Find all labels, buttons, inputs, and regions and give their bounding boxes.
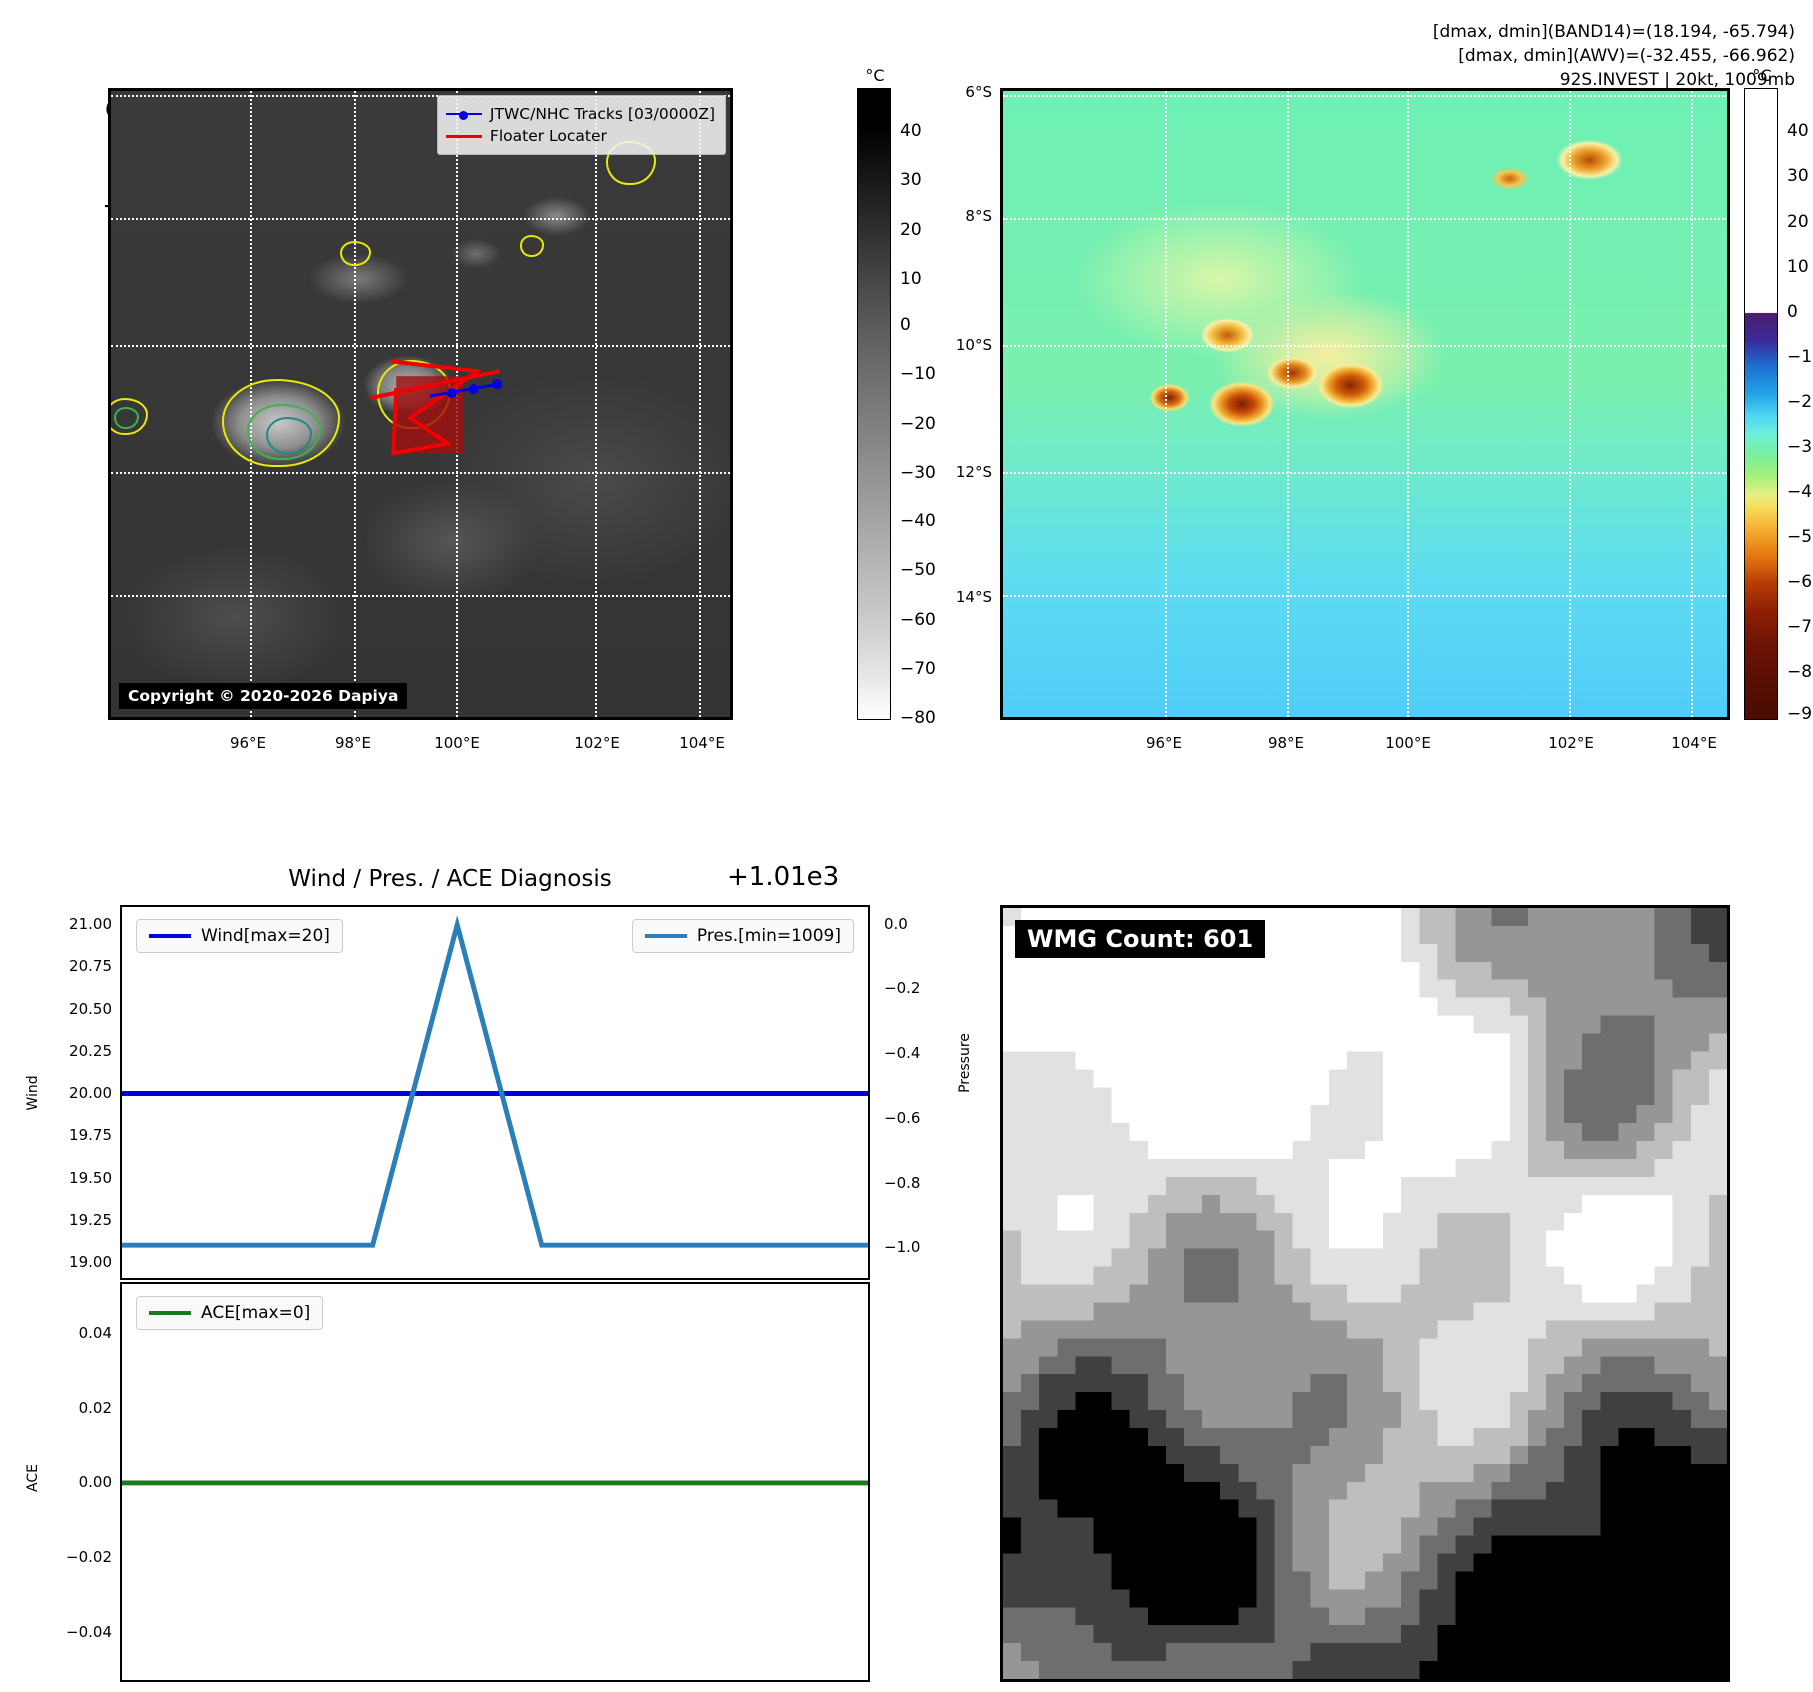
- floater-locater-swatch-icon: [445, 134, 482, 138]
- metadata-storm-summary: 92S.INVEST | 20kt, 1009mb: [1559, 70, 1795, 90]
- legend-label-wind: Wind[max=20]: [201, 926, 330, 946]
- jtwc-track-swatch-icon: [445, 110, 482, 120]
- jtwc-track-line: [429, 382, 500, 398]
- wind-pressure-chart[interactable]: Wind[max=20] Pres.[min=1009]: [120, 905, 870, 1280]
- pressure-axis-offset-label: +1.01e3: [727, 862, 840, 892]
- wmg-raster: [1003, 908, 1727, 1679]
- ace-chart[interactable]: ACE[max=0]: [120, 1282, 870, 1682]
- header-metadata: [dmax, dmin](BAND14)=(18.194, -65.794) […: [1433, 20, 1795, 92]
- jtwc-track-point: [446, 388, 457, 399]
- ir-grayscale-legend: JTWC/NHC Tracks [03/0000Z] Floater Locat…: [436, 95, 726, 155]
- colorbar-enhanced-title: °C: [1752, 66, 1772, 85]
- floater-locater-axis: [370, 369, 500, 400]
- legend-ace[interactable]: ACE[max=0]: [136, 1296, 324, 1330]
- diagnosis-chart-title: Wind / Pres. / ACE Diagnosis: [288, 866, 612, 892]
- wind-pressure-plot-area: [122, 915, 868, 1248]
- legend-pressure[interactable]: Pres.[min=1009]: [631, 919, 854, 953]
- ir-grayscale-track-overlay: [370, 359, 503, 456]
- legend-entry-floater-locater: Floater Locater: [445, 125, 715, 147]
- legend-wind[interactable]: Wind[max=20]: [136, 919, 343, 953]
- legend-label-pressure: Pres.[min=1009]: [696, 926, 841, 946]
- pressure-axis-label: Pressure: [957, 1033, 973, 1093]
- wmg-count-badge: WMG Count: 601: [1015, 920, 1266, 958]
- metadata-awv-range: [dmax, dmin](AWV)=(-32.455, -66.962): [1458, 46, 1795, 66]
- colorbar-grayscale-gradient: [857, 88, 891, 720]
- pressure-swatch-icon: [644, 934, 687, 938]
- ace-swatch-icon: [149, 1311, 191, 1315]
- colorbar-enhanced-gradient: [1744, 88, 1778, 720]
- metadata-band14-range: [dmax, dmin](BAND14)=(18.194, -65.794): [1432, 22, 1795, 42]
- ace-plot-area: [122, 1480, 868, 1486]
- legend-label-floater-locater: Floater Locater: [489, 127, 607, 145]
- legend-entry-jtwc-tracks: JTWC/NHC Tracks [03/0000Z]: [445, 103, 715, 125]
- wind-axis-label: Wind: [25, 1075, 41, 1111]
- floater-locater-path: [391, 359, 483, 456]
- legend-label-ace: ACE[max=0]: [201, 1303, 311, 1323]
- ir-color-image[interactable]: [1000, 88, 1730, 720]
- copyright-notice: Copyright © 2020-2026 Dapiya: [119, 683, 408, 709]
- ace-axis-label: ACE: [25, 1464, 41, 1492]
- wmg-image[interactable]: WMG Count: 601: [1000, 905, 1730, 1682]
- wind-swatch-icon: [149, 934, 191, 938]
- ir-grayscale-image[interactable]: JTWC/NHC Tracks [03/0000Z] Floater Locat…: [108, 88, 733, 720]
- pressure-series-line: [122, 915, 868, 1248]
- legend-label-jtwc-tracks: JTWC/NHC Tracks [03/0000Z]: [489, 105, 715, 123]
- jtwc-track-point: [468, 384, 479, 395]
- ir-color-raster: [1003, 91, 1727, 717]
- jtwc-track-point: [492, 379, 503, 390]
- colorbar-grayscale-title: °C: [865, 66, 885, 85]
